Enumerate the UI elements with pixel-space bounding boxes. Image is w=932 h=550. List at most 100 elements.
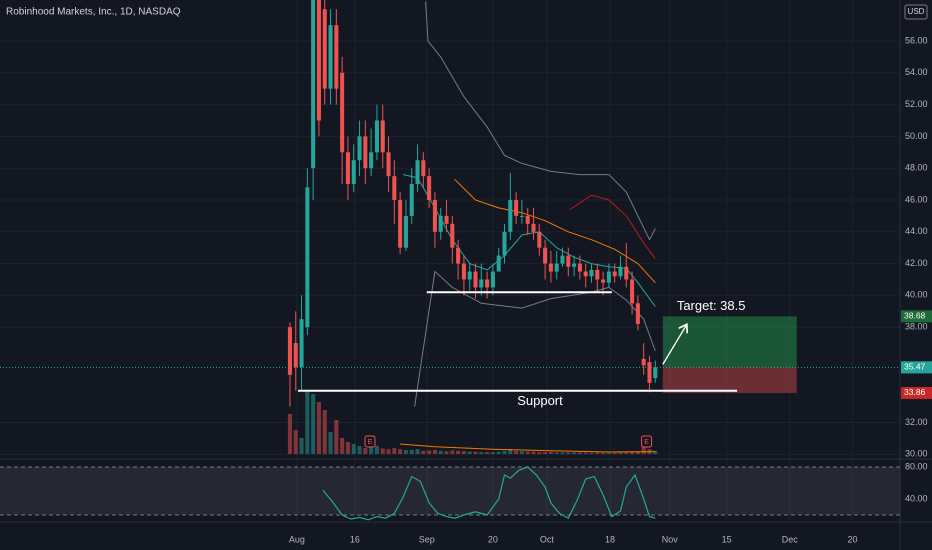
candle-body [635,303,640,324]
volume-bar [392,448,397,454]
candle-body [311,0,316,169]
candle-body [380,120,385,153]
volume-bar [293,430,298,454]
event-label: E [368,439,373,446]
candle-body [647,362,652,383]
candle-body [641,358,646,366]
candle-body [630,279,635,304]
rsi-line [322,466,656,521]
candle-body [334,25,339,89]
volume-bar [548,452,553,454]
y-tick-label: 40.00 [905,290,928,300]
candle-body [543,247,548,264]
volume-bar [456,450,461,454]
volume-bar [305,392,310,454]
candle-body [398,199,403,248]
candle-body [531,223,536,232]
candle-body [357,136,362,161]
volume-bar [583,452,588,454]
candle-body [595,269,600,280]
candle-body [363,136,368,169]
loss-zone [662,367,797,393]
volume-bar [467,451,472,454]
target-label: Target: 38.5 [677,298,746,313]
candle-body [432,199,437,232]
volume-bar [328,432,333,454]
candle-body [456,247,461,264]
volume-bar [444,451,449,454]
profit-zone [662,316,797,368]
candle-body [461,263,466,280]
volume-bar [351,444,356,454]
x-tick-label: 20 [847,534,857,544]
target-arrow [662,324,687,365]
rsi-tick-label: 40.00 [905,493,928,503]
y-tick-label: 52.00 [905,99,928,109]
candle-body [409,184,414,216]
volume-bar [479,452,484,454]
candle-body [328,25,333,89]
volume-bar [403,450,408,454]
volume-bar [502,450,507,454]
volume-bar [287,414,292,454]
volume-bar [554,452,559,454]
volume-bar [496,451,501,454]
x-tick-label: 16 [350,534,360,544]
volume-bar [311,394,316,454]
volume-bar [566,452,571,454]
candle-body [589,269,594,277]
candle-body [438,215,443,232]
candle-body [345,152,350,185]
volume-bar [398,449,403,454]
candle-body [496,255,501,272]
x-tick-label: Nov [662,534,679,544]
volume-bar [316,402,321,454]
event-marker [364,435,376,448]
volume-bar [334,420,339,454]
candle-body [351,160,356,185]
y-tick-label: 42.00 [905,258,928,268]
candle-body [479,279,484,288]
volume-bar [421,450,426,454]
y-tick-label: 48.00 [905,163,928,173]
volume-bar [612,452,617,454]
volume-bar [322,410,327,454]
indicator-line [425,1,656,241]
volume-bar [473,451,478,454]
x-tick-label: Aug [289,534,305,544]
volume-bar [572,452,577,454]
candle-body [299,319,304,367]
price-label: 38.68 [904,311,926,321]
price-label-box [901,386,932,399]
volume-bar [543,452,548,454]
volume-bar [490,452,495,454]
candle-body [369,152,374,169]
candle-body [287,327,292,375]
volume-bar [531,451,536,454]
volume-bar [508,449,513,454]
volume-bar [369,446,374,454]
candle-body [606,271,611,283]
volume-bar [589,452,594,454]
x-tick-label: Oct [540,534,555,544]
event-marker [641,435,653,448]
currency: USD [908,7,925,16]
volume-bar [618,452,623,454]
event-label: E [644,439,649,446]
candle-body [560,255,565,264]
price-label: 35.47 [904,362,926,372]
volume-bar [438,450,443,454]
y-tick-label: 44.00 [905,226,928,236]
axes: 56.00 54.00 52.00 50.00 48.00 46.00 44.00 42.00… [289,35,932,544]
candle-body [514,199,519,216]
currency-box[interactable] [904,4,928,20]
y-tick-label: 54.00 [905,67,928,77]
price-label: 33.86 [904,387,926,397]
y-tick-label: 38.00 [905,322,928,332]
grid [0,0,900,520]
y-tick-label: 50.00 [905,131,928,141]
candle-body [490,271,495,288]
candle-body [415,160,420,185]
volume-bar [641,446,646,454]
